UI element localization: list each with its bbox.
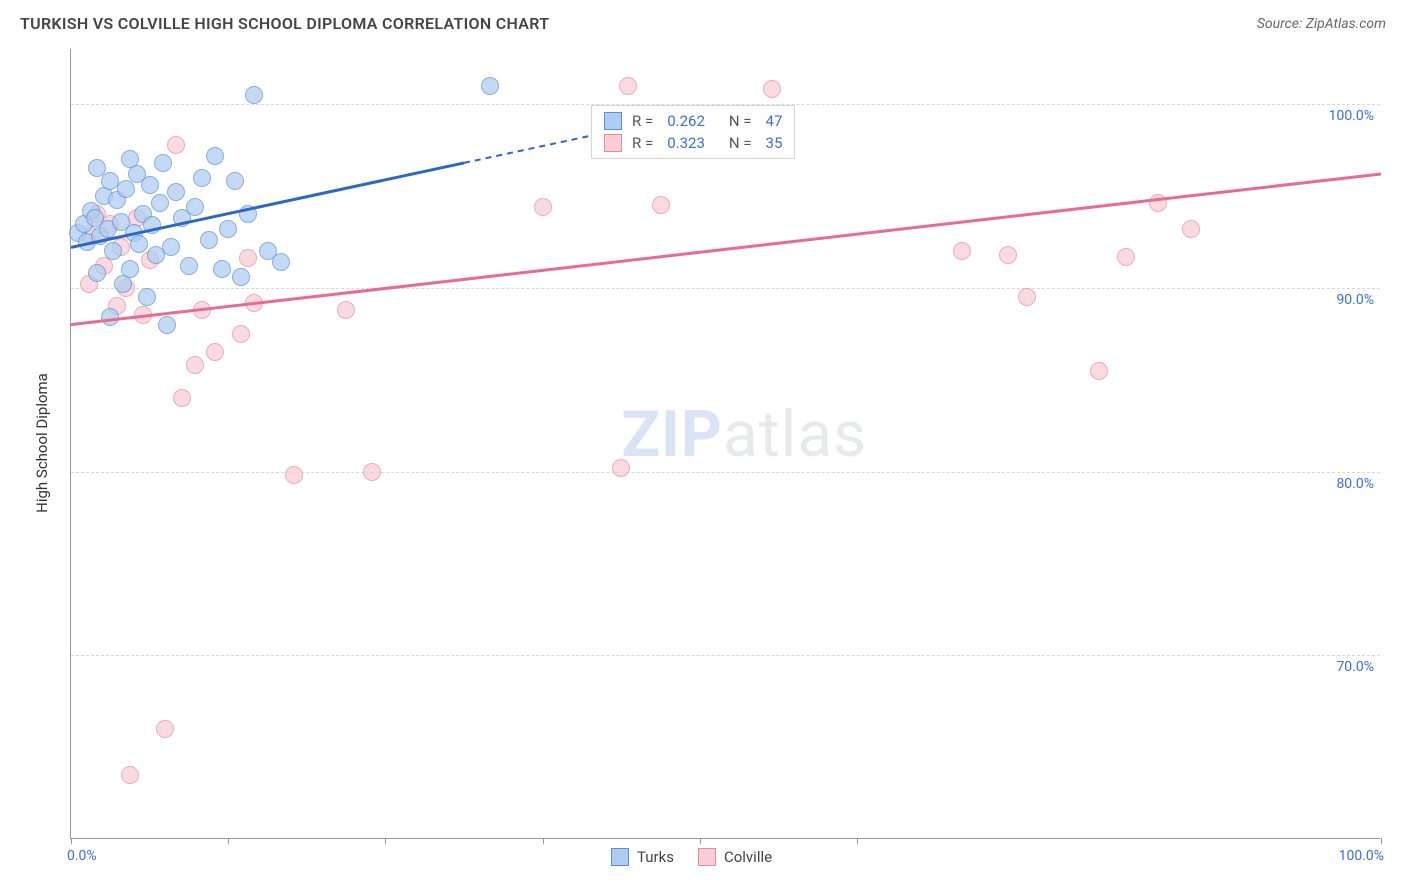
turks-point (272, 253, 290, 271)
turks-point (245, 86, 263, 104)
colville-point (245, 294, 263, 312)
turks-point (158, 316, 176, 334)
colville-point (285, 466, 303, 484)
colville-point (1182, 220, 1200, 238)
turks-point (151, 194, 169, 212)
colville-point (999, 246, 1017, 264)
gridline (71, 288, 1380, 289)
colville-point (652, 196, 670, 214)
correlation-legend: R =0.262N =47R =0.323N =35 (591, 105, 795, 159)
x-min-label: 0.0% (67, 848, 97, 864)
colville-point (239, 249, 257, 267)
turks-point (121, 260, 139, 278)
colville-point (156, 720, 174, 738)
turks-point (193, 169, 211, 187)
turks-point (200, 231, 218, 249)
turks-point (104, 242, 122, 260)
turks-point (481, 77, 499, 95)
series-legend: TurksColville (611, 848, 772, 866)
colville-point (193, 301, 211, 319)
colville-point (232, 325, 250, 343)
gridline (71, 472, 1380, 473)
y-tick-label: 100.0% (1329, 108, 1374, 124)
turks-point (138, 288, 156, 306)
colville-point (206, 343, 224, 361)
colville-point (167, 136, 185, 154)
y-axis-label: High School Diploma (33, 373, 51, 513)
turks-point (162, 238, 180, 256)
colville-point (1149, 194, 1167, 212)
source-attribution: Source: ZipAtlas.com (1257, 16, 1386, 32)
colville-point (763, 80, 781, 98)
colville-point (363, 463, 381, 481)
turks-point (213, 260, 231, 278)
turks-point (186, 198, 204, 216)
colville-point (186, 356, 204, 374)
x-tick (1381, 838, 1382, 844)
regression-lines (71, 49, 1381, 839)
x-tick (700, 838, 701, 844)
plot-area: 70.0%80.0%90.0%100.0%0.0%100.0%ZIPatlasR… (70, 49, 1380, 839)
turks-point (226, 172, 244, 190)
gridline (71, 655, 1380, 656)
turks-point (206, 147, 224, 165)
colville-point (134, 306, 152, 324)
x-tick (71, 838, 72, 844)
turks-point (101, 308, 119, 326)
colville-point (1117, 248, 1135, 266)
turks-point (154, 154, 172, 172)
x-tick (857, 838, 858, 844)
colville-point (612, 459, 630, 477)
turks-point (130, 235, 148, 253)
colville-point (953, 242, 971, 260)
turks-point (239, 205, 257, 223)
turks-point (141, 176, 159, 194)
turks-point (180, 257, 198, 275)
turks-point (121, 150, 139, 168)
colville-point (121, 766, 139, 784)
x-tick (385, 838, 386, 844)
colville-point (173, 389, 191, 407)
x-tick (543, 838, 544, 844)
turks-point (232, 268, 250, 286)
x-tick (228, 838, 229, 844)
colville-point (1090, 362, 1108, 380)
y-tick-label: 80.0% (1336, 476, 1374, 492)
colville-point (534, 198, 552, 216)
watermark: ZIPatlas (621, 397, 867, 472)
y-tick-label: 90.0% (1336, 292, 1374, 308)
y-tick-label: 70.0% (1336, 659, 1374, 675)
turks-point (219, 220, 237, 238)
turks-point (167, 183, 185, 201)
turks-point (143, 216, 161, 234)
chart-container: High School Diploma 70.0% 80.0% 90.0% 100.0… (20, 43, 1386, 873)
chart-title: TURKISH VS COLVILLE HIGH SCHOOL DIPLOMA … (20, 14, 549, 33)
x-max-label: 100.0% (1339, 848, 1384, 864)
colville-point (619, 77, 637, 95)
turks-point (88, 264, 106, 282)
colville-point (337, 301, 355, 319)
colville-point (1018, 288, 1036, 306)
